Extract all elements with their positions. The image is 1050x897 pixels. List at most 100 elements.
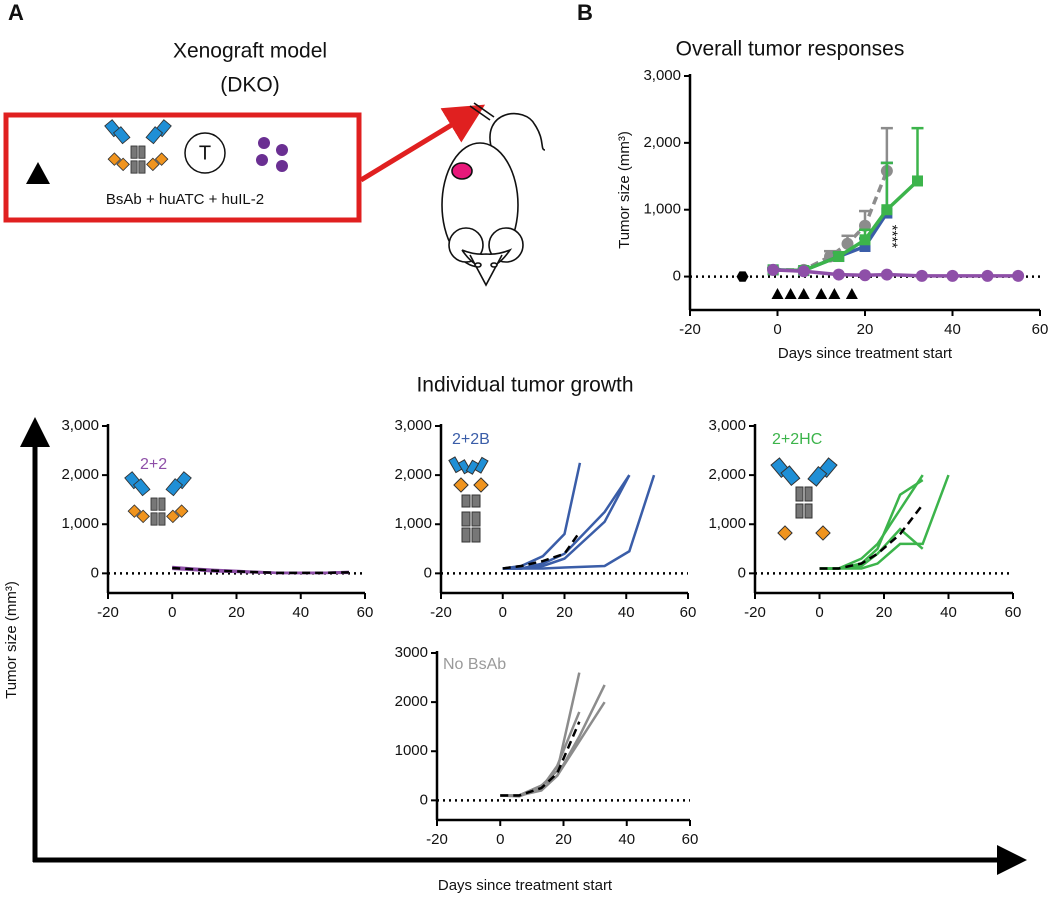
series-line: [502, 474, 656, 570]
chart-title: 2+2HC: [772, 431, 822, 448]
chart-title: Overall tumor responses: [676, 38, 905, 61]
point: [1012, 269, 1025, 282]
x-tick-label: 60: [357, 604, 374, 621]
dosing-marker: [828, 288, 841, 299]
mouse-icon: [441, 102, 546, 287]
x-tick-label: 0: [815, 604, 823, 621]
t-cell-icon: [184, 132, 226, 174]
x-tick-label: 40: [944, 321, 961, 338]
x-tick-label: 20: [556, 604, 573, 621]
y-axis-label: Tumor size (mm³): [3, 581, 20, 699]
y-tick-label: 1,000: [394, 515, 432, 532]
x-tick-label: 20: [228, 604, 245, 621]
series-line: [773, 268, 1019, 278]
x-tick-label: -20: [426, 831, 448, 848]
point: [841, 237, 854, 250]
x-axis-label: Days since treatment start: [438, 877, 613, 894]
point: [946, 269, 959, 282]
y-tick-label: 1,000: [61, 515, 99, 532]
y-tick-label: 0: [91, 564, 99, 581]
dosing-marker: [815, 288, 828, 299]
point: [981, 269, 994, 282]
point: [859, 269, 871, 282]
x-tick-label: 0: [168, 604, 176, 621]
y-tick-label: 0: [424, 564, 432, 581]
point: [767, 263, 780, 276]
point: [832, 268, 845, 281]
point: [797, 265, 810, 278]
y-tick-label: 3000: [395, 644, 428, 661]
y-tick-label: 3,000: [61, 417, 99, 434]
point: [881, 204, 893, 216]
y-tick-label: 2,000: [643, 134, 681, 151]
x-tick-label: 60: [682, 831, 699, 848]
y-tick-label: 1,000: [643, 201, 681, 218]
antibody-icon: [104, 119, 172, 174]
dosing-marker: [784, 288, 797, 299]
chart-title: No BsAb: [443, 656, 506, 673]
y-tick-label: 0: [738, 564, 746, 581]
x-tick-label: 60: [680, 604, 697, 621]
dosing-marker: [845, 288, 858, 299]
y-tick-label: 3,000: [394, 417, 432, 434]
treatment-caption: BsAb + huATC + huIL-2: [106, 191, 264, 208]
y-tick-label: 0: [673, 268, 681, 285]
series-line: [819, 474, 950, 570]
panel-title: Individual tumor growth: [416, 374, 633, 397]
point: [859, 240, 871, 252]
series-line: [502, 530, 581, 570]
series-line: [500, 721, 581, 797]
x-tick-label: 20: [876, 604, 893, 621]
y-tick-label: 1,000: [708, 515, 746, 532]
arrow: [359, 104, 486, 183]
y-tick-label: 0: [420, 791, 428, 808]
y-tick-label: 2,000: [708, 466, 746, 483]
x-axis-label: Days since treatment start: [778, 345, 953, 362]
y-tick-label: 2,000: [394, 466, 432, 483]
x-tick-label: 0: [496, 831, 504, 848]
x-tick-label: 40: [292, 604, 309, 621]
point: [912, 175, 923, 187]
x-tick-label: -20: [97, 604, 119, 621]
x-tick-label: -20: [679, 321, 701, 338]
y-tick-label: 1000: [395, 742, 428, 759]
panel-title: (DKO): [220, 74, 280, 97]
x-tick-label: -20: [430, 604, 452, 621]
series-line: [502, 462, 582, 570]
x-tick-label: 40: [618, 604, 635, 621]
point: [859, 234, 871, 246]
x-tick-label: -20: [744, 604, 766, 621]
x-tick-label: 60: [1032, 321, 1049, 338]
t-cell-label: T: [199, 142, 211, 164]
dosing-marker: [797, 288, 810, 299]
series-line: [500, 672, 581, 797]
x-tick-label: 0: [499, 604, 507, 621]
treatment-icon: [26, 162, 50, 184]
x-tick-label: 60: [1005, 604, 1022, 621]
x-tick-label: 40: [618, 831, 635, 848]
chart-title: 2+2B: [452, 431, 490, 448]
antibody-icon: [770, 457, 838, 541]
x-tick-label: 40: [940, 604, 957, 621]
antibody-icon: [124, 471, 192, 526]
y-tick-label: 3,000: [643, 67, 681, 84]
y-tick-label: 2,000: [61, 466, 99, 483]
y-tick-label: 2000: [395, 693, 428, 710]
series-line: [819, 503, 924, 570]
point: [880, 268, 893, 281]
treatment-box: [3, 112, 362, 223]
il2-icon: [256, 137, 288, 172]
y-tick-label: 3,000: [708, 417, 746, 434]
panel-label: B: [577, 0, 593, 25]
start-marker: [736, 271, 749, 282]
series-line: [819, 478, 924, 570]
panel-title: Xenograft model: [173, 40, 327, 63]
series-line: [172, 566, 349, 575]
x-tick-label: 0: [773, 321, 781, 338]
point: [915, 269, 928, 282]
series-line: [773, 170, 889, 272]
x-tick-label: 20: [555, 831, 572, 848]
chart-title: 2+2: [140, 456, 167, 473]
dosing-marker: [771, 288, 784, 299]
